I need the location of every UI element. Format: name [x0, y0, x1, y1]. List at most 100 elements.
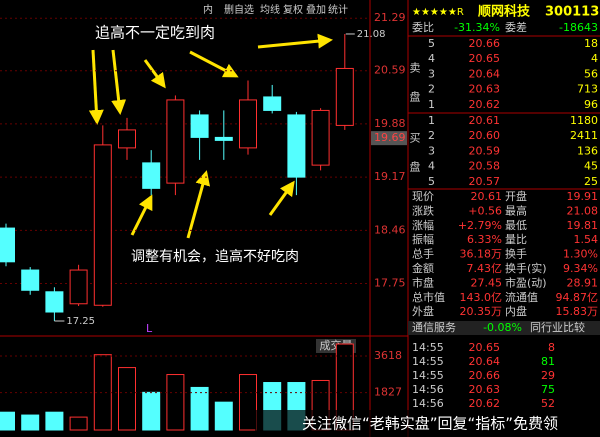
toolbar-item[interactable]: 均线: [260, 3, 280, 16]
stat: 最高: [505, 203, 527, 217]
stat: 内盘: [505, 304, 527, 318]
side-label: 卖盘: [408, 62, 421, 120]
industry: -0.08%: [483, 321, 522, 334]
toolbar-item[interactable]: 内: [203, 3, 213, 16]
tick-price: 20.66: [469, 369, 501, 382]
candle-body: [93, 144, 112, 306]
stars: ★★★★★R: [412, 7, 464, 18]
ratio: 委差: [505, 20, 527, 34]
watermark: 关注微信“老韩实盘”回复“指标”免费领: [302, 415, 558, 433]
annotation: 追高不一定吃到肉: [95, 24, 215, 42]
volume-bar: [239, 374, 257, 431]
tick-time: 14:56: [412, 397, 444, 410]
tick-time: 14:56: [412, 383, 444, 396]
candle-body: [118, 129, 136, 149]
volume: 713: [577, 83, 598, 96]
toolbar-item[interactable]: 复权: [283, 3, 303, 16]
volume: 56: [584, 67, 598, 80]
stat: 6.33%: [467, 233, 502, 246]
volume-bar: [21, 414, 40, 431]
volume-bar: [166, 374, 185, 431]
toolbar-item[interactable]: 删自选: [224, 3, 254, 16]
candle-body: [190, 114, 209, 138]
ratio: 委比: [412, 21, 434, 34]
tick-volume: 81: [541, 355, 555, 368]
volume: 96: [584, 98, 598, 111]
stat: 最低: [505, 219, 527, 232]
tick-volume: 52: [541, 397, 555, 410]
tick-price: 20.62: [469, 397, 501, 410]
stat: 市盈(动): [505, 275, 547, 289]
candle-body: [0, 227, 15, 263]
stat: 143.0亿: [460, 291, 503, 304]
marker-label: L: [146, 322, 153, 335]
volume-bar: [45, 411, 64, 431]
stat: 现价: [412, 190, 434, 203]
volume: 136: [577, 144, 598, 157]
stat: 市盘: [412, 275, 434, 289]
arrows: [88, 33, 333, 239]
toolbar-item[interactable]: 叠加: [306, 4, 326, 16]
level: 4: [428, 52, 435, 65]
volume: 1180: [570, 114, 598, 127]
candle-body: [142, 162, 161, 189]
y-tick-label: 18.46: [374, 223, 406, 236]
price: 20.60: [469, 129, 501, 142]
volume-bar: [0, 411, 15, 431]
stock-name: 顺网科技: [478, 4, 531, 20]
tick-price: 20.64: [469, 355, 501, 368]
stat: 总手: [412, 247, 434, 261]
y-tick-label: 3618: [374, 349, 402, 362]
stat: 金额: [412, 261, 434, 275]
volume-bar: [190, 386, 209, 431]
stat: 振幅: [412, 232, 434, 246]
candle-body: [335, 67, 354, 126]
volume: 2411: [570, 129, 598, 142]
price: 20.62: [469, 98, 501, 111]
stat: 15.83万: [556, 305, 599, 318]
volume: 25: [584, 175, 598, 188]
y-tick-label: 19.17: [374, 170, 406, 183]
stat: 量比: [505, 233, 527, 246]
tick-time: 14:55: [412, 369, 444, 382]
level: 3: [428, 67, 435, 80]
stat: 流通值: [505, 290, 538, 304]
y-tick-label: 21.29: [374, 11, 406, 24]
stat: 换手: [505, 247, 527, 261]
price: 20.59: [469, 144, 501, 157]
tick-price: 20.63: [469, 383, 501, 396]
candle-body: [311, 109, 330, 166]
toolbar-item[interactable]: 统计: [328, 3, 348, 16]
current-price: 19.69: [374, 131, 406, 144]
industry-bar: [408, 321, 600, 335]
candle-body: [214, 136, 233, 141]
price: 20.63: [469, 83, 501, 96]
level: 5: [428, 37, 435, 50]
volume: 18: [584, 37, 598, 50]
stat: 开盘: [505, 189, 527, 203]
candle-body: [21, 269, 40, 291]
stat: 7.43亿: [467, 262, 503, 275]
stat: 涨幅: [412, 219, 434, 232]
volume: 45: [584, 160, 598, 173]
tick-time: 14:55: [412, 355, 444, 368]
stat: 总市值: [412, 290, 445, 304]
tick-volume: 8: [548, 341, 555, 354]
price: 20.66: [469, 37, 501, 50]
stat: 1.54: [574, 233, 599, 246]
industry: 同行业比较: [530, 320, 585, 334]
candle-body: [239, 99, 257, 149]
level: 2: [428, 129, 435, 142]
high-label: 21.08: [357, 29, 386, 40]
stat: +0.56: [468, 204, 502, 217]
candle-body: [263, 96, 282, 111]
price: 20.65: [469, 52, 501, 65]
tick-price: 20.65: [469, 341, 501, 354]
ratio: -31.34%: [454, 21, 500, 34]
y-tick-label: 20.59: [374, 64, 406, 77]
stat: 36.18万: [460, 248, 503, 261]
volume-bar: [214, 401, 233, 431]
y-tick-label: 17.75: [374, 277, 406, 290]
tick-volume: 75: [541, 383, 555, 396]
